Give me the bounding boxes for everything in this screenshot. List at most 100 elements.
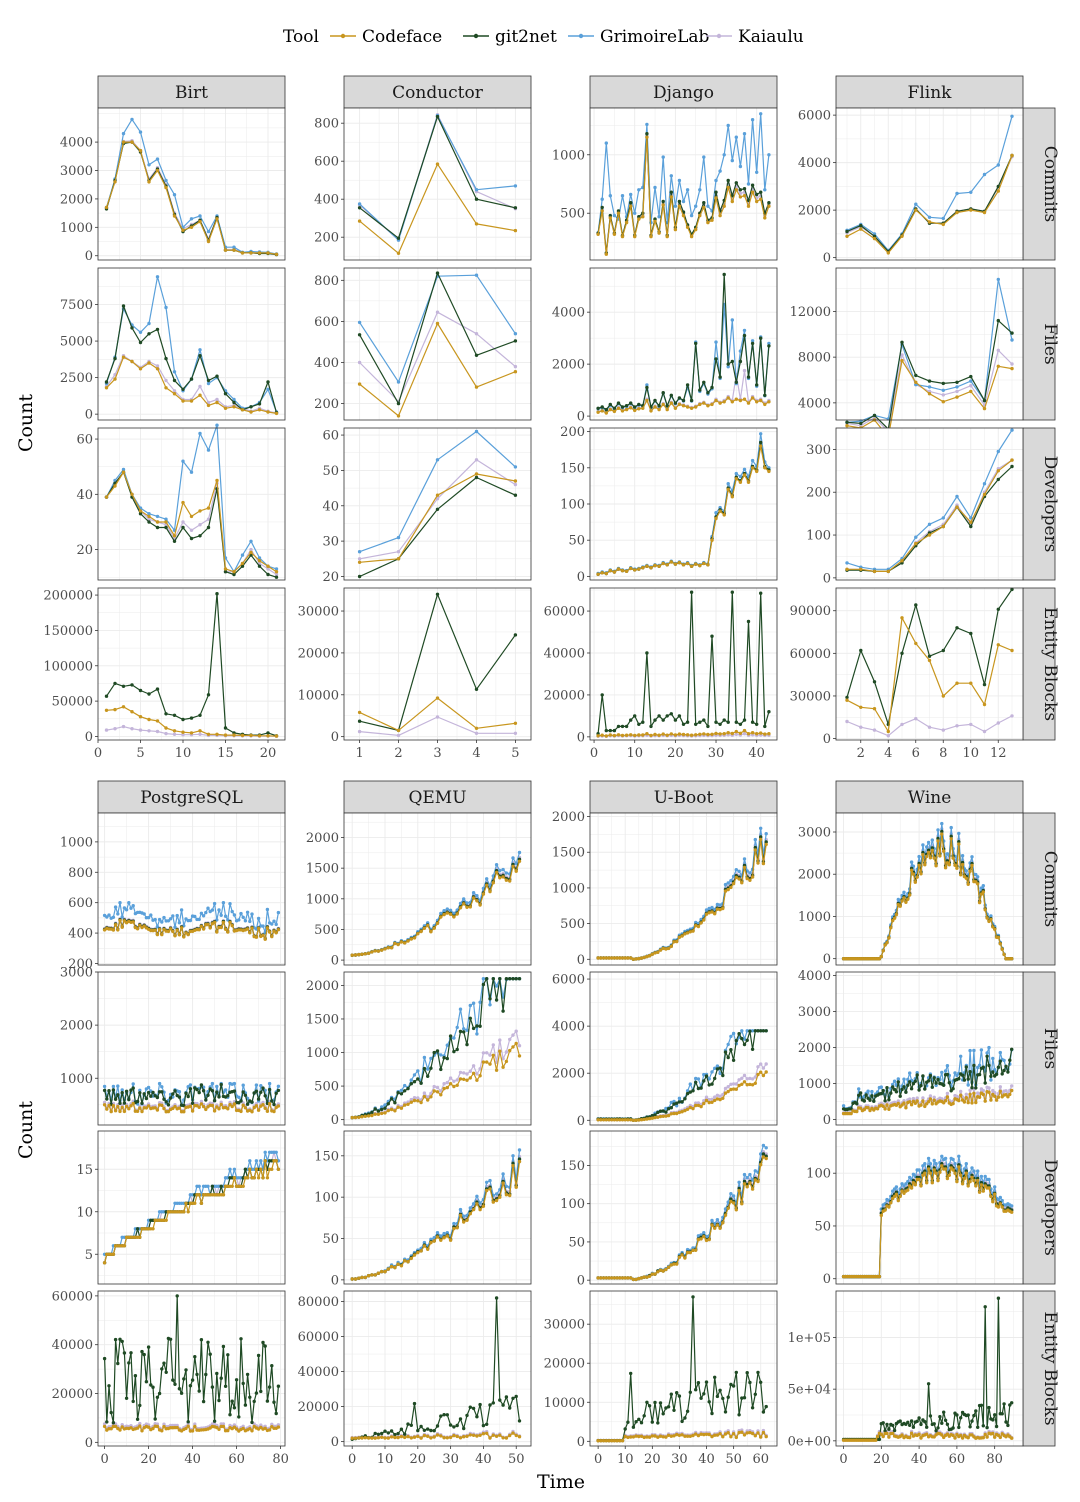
data-point [996,1065,1001,1070]
data-point [357,219,362,223]
y-tick-label: 0 [331,954,339,969]
data-point [881,1088,885,1093]
data-point [373,949,377,953]
data-point [689,406,694,410]
data-point [921,1099,925,1103]
data-point [845,567,849,571]
data-point [478,1067,482,1071]
data-point [513,721,518,725]
data-point [129,1088,133,1092]
data-point [448,1076,453,1080]
data-point [481,977,486,981]
data-point [707,1100,711,1105]
data-point [742,397,747,401]
data-point [857,1087,861,1091]
data-point [669,1106,673,1110]
data-point [941,516,945,520]
data-point [972,1063,976,1068]
data-point [722,272,726,277]
data-point [983,1081,987,1085]
data-point [439,915,443,919]
data-point [239,911,243,916]
data-point [198,732,202,736]
data-point [657,564,661,568]
data-point [419,1100,423,1105]
data-point [996,935,1001,940]
data-point [714,516,718,521]
data-point [608,733,612,737]
data-point [276,928,281,932]
data-point [357,382,362,386]
data-point [734,471,738,476]
data-point [883,943,887,947]
data-point [902,1099,906,1103]
data-point [746,204,751,208]
data-point [927,220,932,224]
data-point [435,1085,440,1090]
data-point [127,901,131,905]
data-point [494,870,499,875]
series-codeface [357,472,518,564]
data-point [759,837,763,842]
data-point [172,193,177,197]
data-point [704,1074,709,1078]
data-point [653,1115,657,1120]
data-point [624,404,629,408]
data-point [130,727,134,731]
data-point [859,567,863,571]
data-point [138,130,143,134]
data-point [911,1081,916,1086]
data-point [386,1102,390,1106]
data-point [694,1101,698,1105]
data-point [656,1110,660,1115]
data-point [102,1103,107,1107]
data-point [968,1048,972,1053]
data-point [706,404,710,408]
data-point [256,1176,261,1180]
data-point [650,1114,654,1118]
data-point [731,1087,736,1091]
data-point [742,732,747,736]
data-point [904,1090,908,1094]
series-line [352,861,521,956]
data-point [637,567,641,571]
data-point [612,1118,617,1122]
data-point [683,932,687,936]
data-point [276,1104,281,1108]
y-tick-label: 8000 [798,351,831,366]
data-point [102,1261,107,1265]
data-point [113,180,117,184]
legend-entry-kaiaulu: Kaiaulu [706,27,804,47]
data-point [715,1097,720,1101]
data-point [474,273,479,277]
data-point [1006,1070,1010,1074]
data-point [151,1227,155,1231]
data-point [710,1070,714,1074]
y-tick-label: 0 [823,251,831,266]
x-tick-label: 8 [939,746,947,761]
strip-u-boot: U-Boot [589,780,778,814]
series-grimoirelab [357,429,518,554]
data-point [504,1059,509,1064]
data-point [177,1106,182,1110]
data-point [645,954,649,959]
x-tick-label: 10 [175,746,192,761]
data-point [750,720,755,724]
data-point [742,132,747,136]
data-point [970,1101,974,1105]
data-point [270,922,274,926]
series-codeface [102,918,281,941]
data-point [199,924,204,929]
data-point [376,949,381,953]
data-point [172,732,177,736]
panel-border [343,971,532,1126]
data-point [740,1036,744,1041]
data-point [926,1100,931,1104]
data-point [445,1231,449,1235]
data-point [998,1085,1002,1089]
data-point [445,1043,449,1047]
gridlines [98,1131,285,1284]
data-point [658,948,663,952]
data-point [761,1029,766,1033]
